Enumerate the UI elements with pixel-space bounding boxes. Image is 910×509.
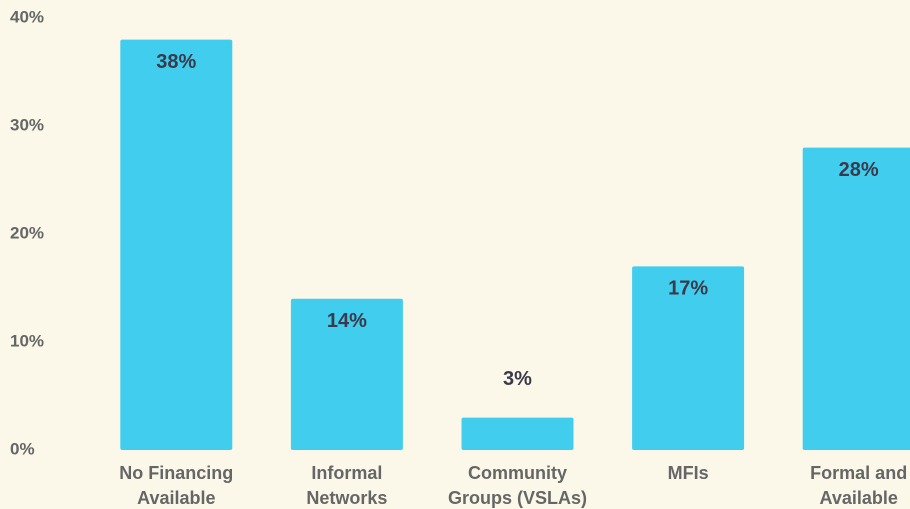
x-tick-label: Informal Networks: [306, 463, 388, 508]
y-tick-label: 40%: [10, 7, 44, 26]
value-label: 28%: [839, 159, 879, 181]
bar: [120, 39, 233, 450]
x-tick-label: MFIs: [667, 463, 709, 483]
x-tick-label: Community Groups (VSLAs): [447, 463, 587, 508]
x-tick-label: Formal and Available: [810, 463, 908, 508]
bar: [461, 417, 574, 450]
value-label: 14%: [327, 310, 367, 332]
value-label: 3%: [503, 368, 532, 390]
value-label: 17%: [668, 278, 708, 300]
y-tick-label: 0%: [10, 439, 35, 458]
x-tick-label: No Financing Available: [119, 463, 234, 508]
y-tick-label: 30%: [10, 115, 44, 134]
value-label: 38%: [156, 51, 196, 73]
y-tick-label: 10%: [10, 331, 44, 350]
bar: [802, 147, 910, 450]
bar: [290, 298, 403, 450]
y-tick-label: 20%: [10, 223, 44, 242]
bar: [632, 266, 745, 450]
